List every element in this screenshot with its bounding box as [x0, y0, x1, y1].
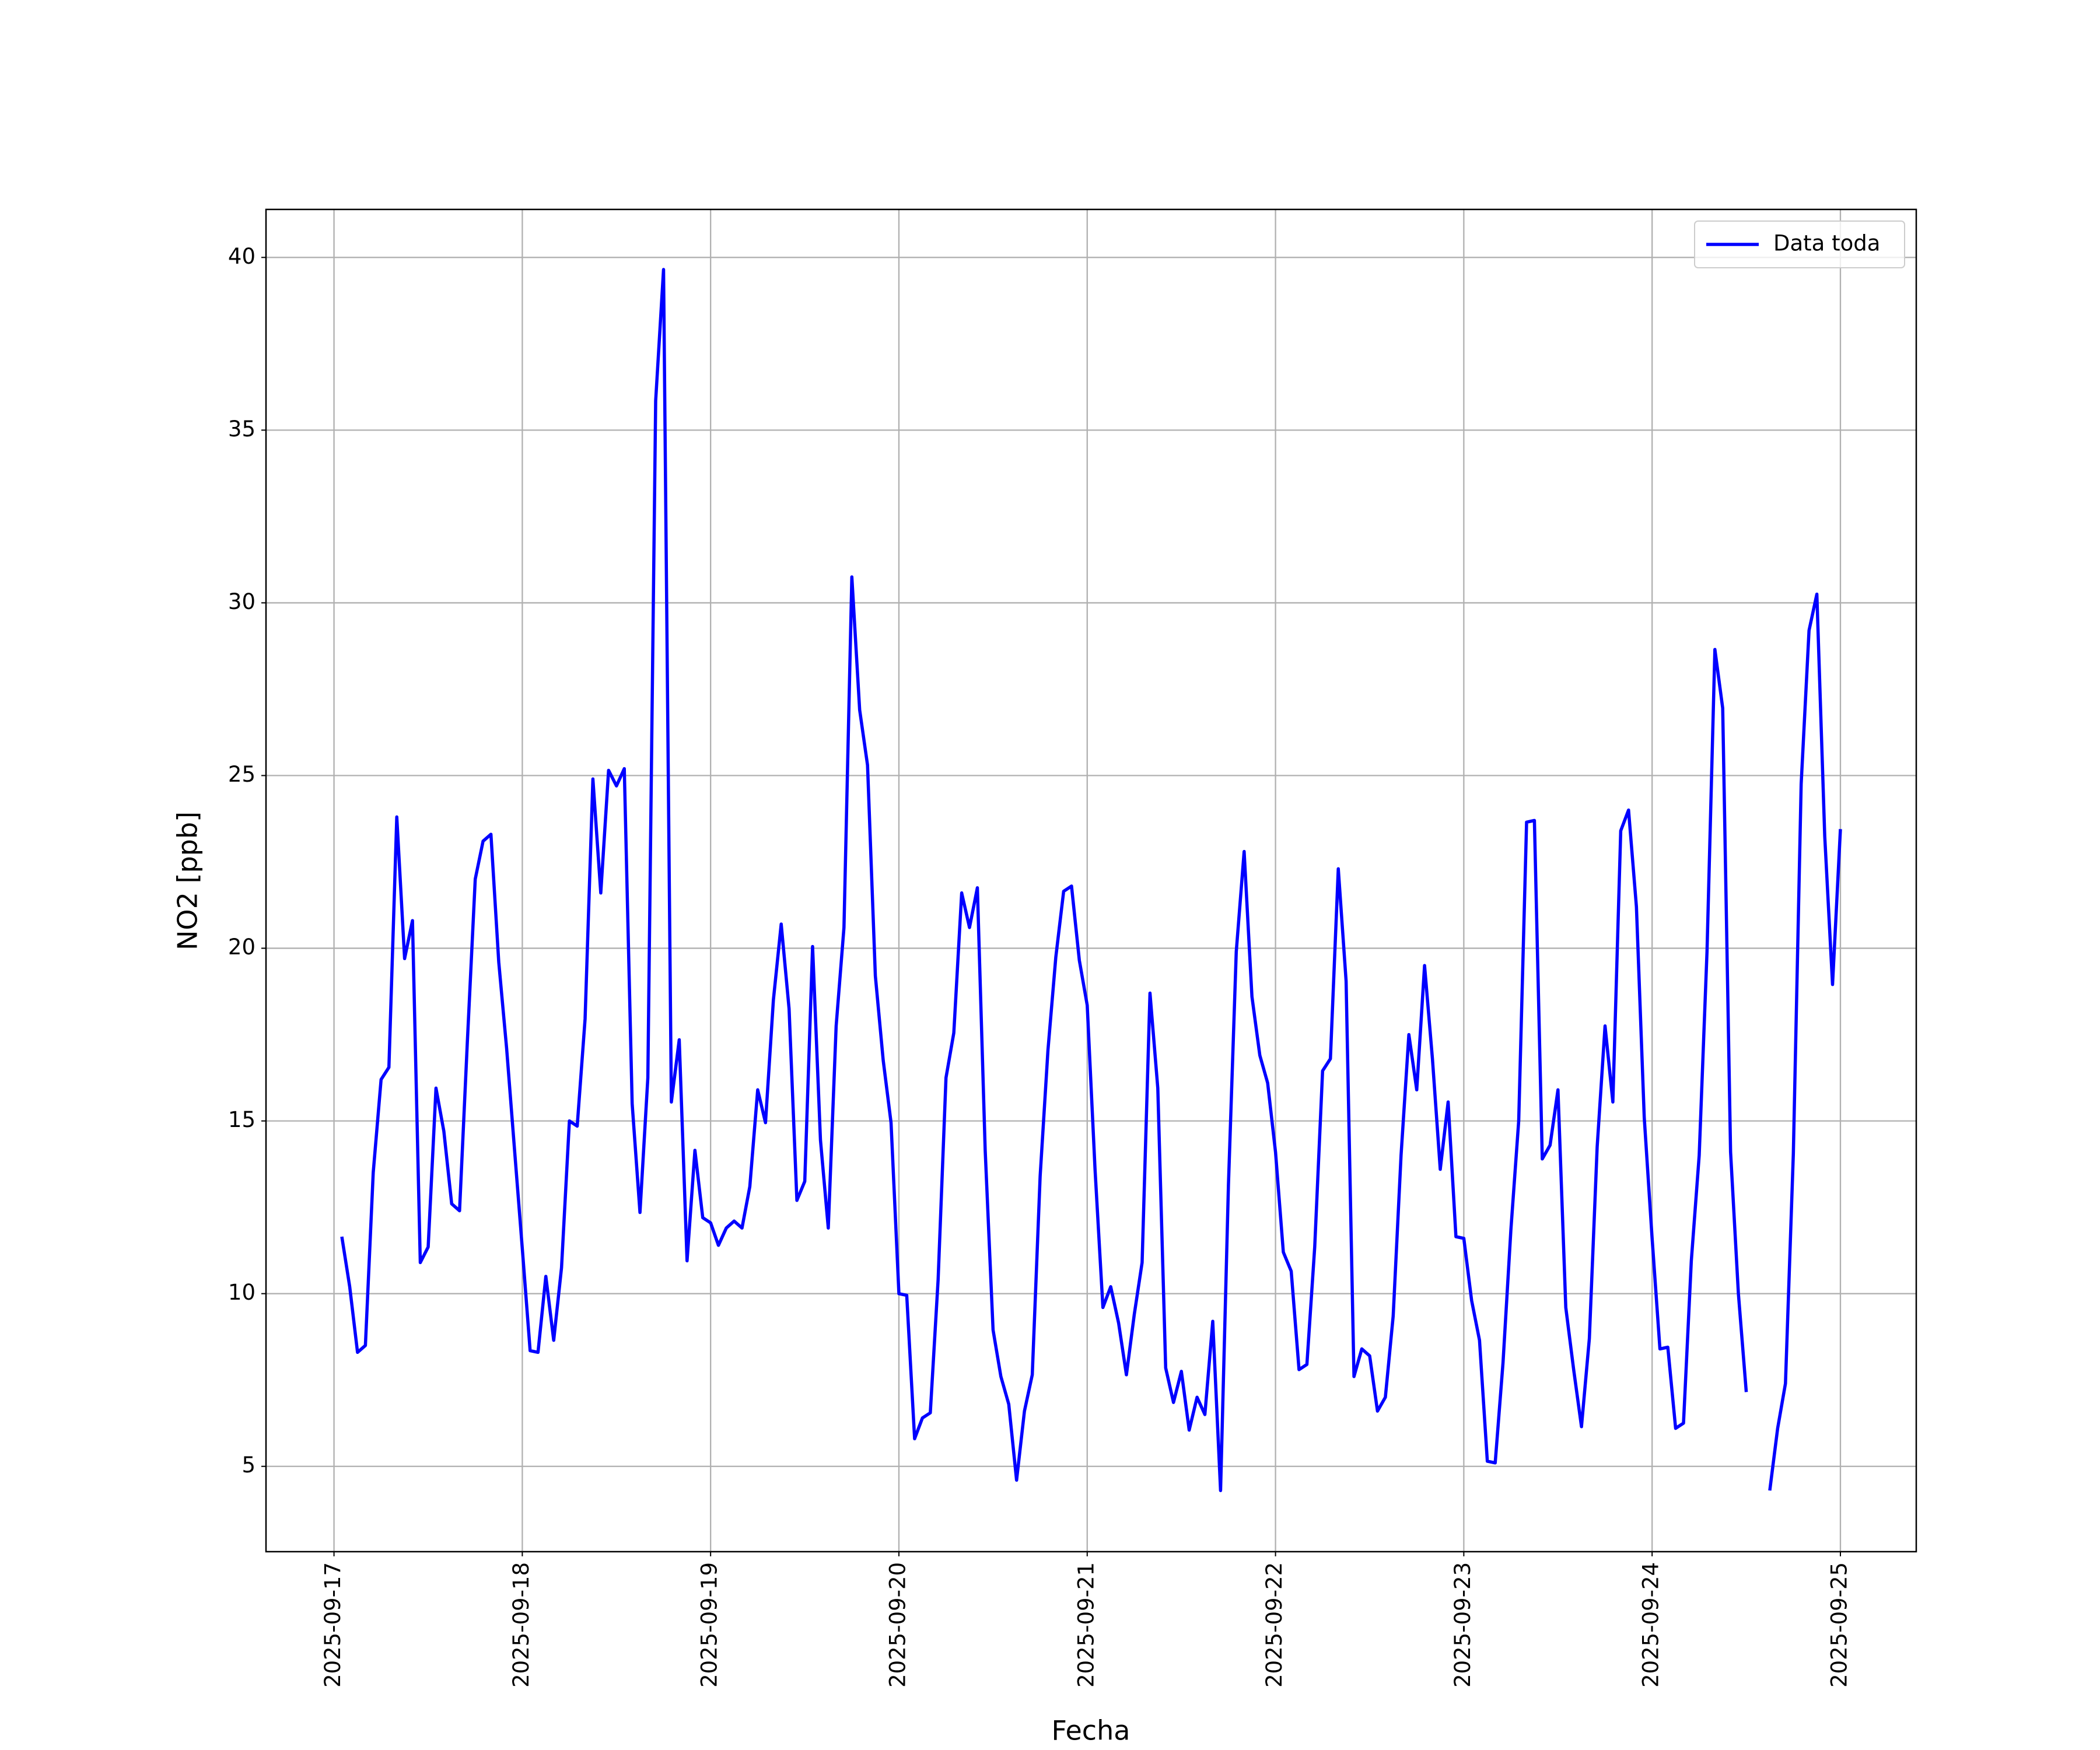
x-tick-label: 2025-09-23 — [1450, 1562, 1475, 1688]
x-tick-label: 2025-09-20 — [885, 1562, 910, 1688]
y-tick-label: 25 — [228, 762, 256, 787]
x-tick-label: 2025-09-22 — [1262, 1562, 1287, 1688]
x-tick-label: 2025-09-17 — [320, 1562, 345, 1688]
data-line — [340, 268, 1842, 1492]
x-tick-label: 2025-09-25 — [1826, 1562, 1852, 1688]
y-axis-label: NO2 [ppb] — [172, 811, 204, 950]
x-tick-label: 2025-09-18 — [509, 1562, 534, 1688]
y-tick-label: 15 — [228, 1107, 256, 1132]
legend-box — [1694, 220, 1905, 268]
y-tick-label: 10 — [228, 1280, 256, 1305]
x-tick-label: 2025-09-21 — [1073, 1562, 1098, 1688]
y-tick-label: 35 — [228, 416, 256, 442]
y-tick-label: 30 — [228, 589, 256, 614]
x-tick-label: 2025-09-19 — [697, 1562, 722, 1688]
x-tick-label: 2025-09-24 — [1639, 1562, 1664, 1688]
legend-label: Data toda — [1773, 231, 1880, 256]
x-axis-label: Fecha — [1052, 1715, 1130, 1746]
y-tick-label: 5 — [242, 1452, 256, 1478]
plot-frame — [265, 208, 1917, 1553]
y-tick-label: 20 — [228, 935, 256, 960]
y-tick-label: 40 — [228, 244, 256, 269]
